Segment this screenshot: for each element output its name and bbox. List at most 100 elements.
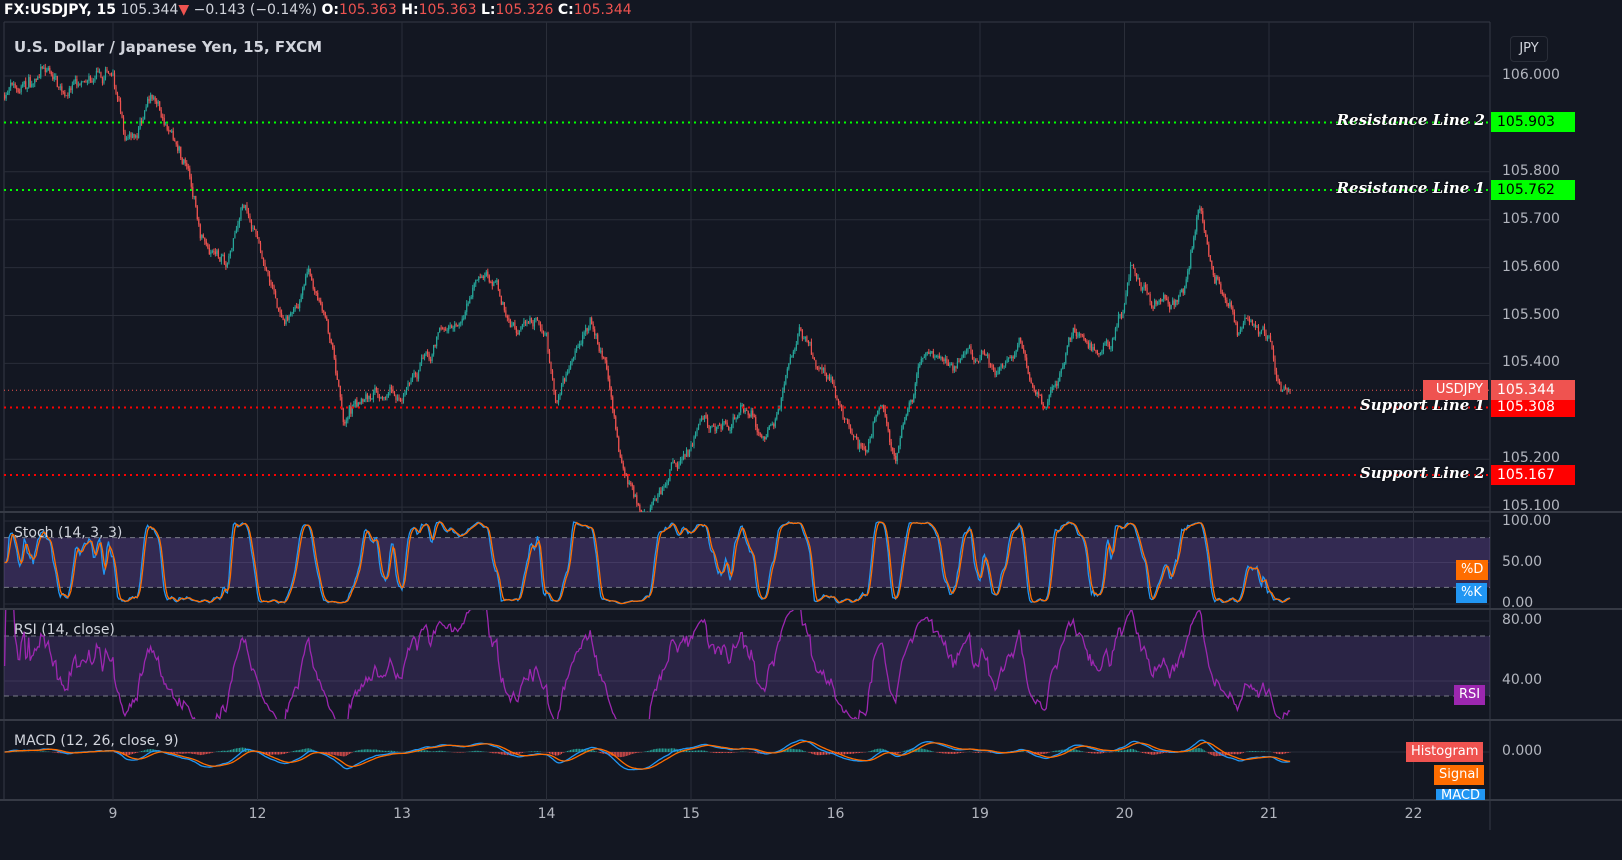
candle: [569, 360, 572, 370]
candle-body: [783, 384, 785, 391]
candle: [860, 442, 862, 449]
candle: [559, 392, 561, 400]
candle: [67, 92, 69, 99]
candle: [470, 294, 472, 300]
candle-body: [589, 318, 591, 329]
candle-body: [1256, 326, 1258, 328]
candle-body: [74, 79, 76, 81]
candle: [837, 398, 840, 406]
candle: [22, 81, 24, 88]
candle: [821, 364, 823, 374]
candle-body: [965, 351, 968, 354]
candle-body: [493, 282, 495, 286]
candle: [118, 95, 120, 102]
candle: [887, 421, 889, 433]
candle-body: [917, 366, 919, 375]
time-axis-label: 15: [682, 806, 700, 822]
candle: [404, 390, 406, 397]
candle-body: [305, 276, 307, 285]
candle-body: [1066, 345, 1068, 354]
candle: [761, 433, 763, 439]
candle: [162, 113, 164, 121]
candle: [1172, 297, 1174, 305]
candle: [321, 301, 323, 314]
currency-button[interactable]: JPY: [1510, 36, 1548, 62]
candle: [500, 295, 502, 306]
candle-body: [577, 346, 579, 348]
candle: [955, 365, 957, 372]
candle-body: [609, 379, 611, 388]
candle: [168, 126, 170, 135]
candle: [1074, 324, 1076, 333]
candle: [1014, 351, 1016, 359]
candle: [731, 423, 733, 434]
candle: [1232, 305, 1234, 315]
candle: [17, 87, 19, 94]
candle: [1220, 281, 1222, 294]
candle-body: [521, 324, 524, 327]
candle-body: [342, 408, 344, 422]
candle: [216, 249, 218, 257]
candle-body: [1187, 271, 1189, 280]
candle: [643, 508, 645, 512]
candle-body: [210, 252, 212, 255]
candle: [217, 248, 219, 259]
macd-title: MACD (12, 26, close, 9): [14, 733, 179, 749]
candle: [1026, 354, 1028, 369]
candle-body: [59, 86, 61, 88]
candle: [950, 362, 953, 366]
candle: [101, 76, 104, 86]
candle-body: [451, 325, 453, 329]
candle: [824, 364, 826, 377]
candle: [810, 338, 813, 355]
candle-body: [663, 487, 665, 489]
candle-body: [538, 320, 540, 325]
candle-body: [217, 250, 219, 258]
candle-body: [833, 381, 835, 387]
candle-body: [1253, 324, 1255, 326]
candle: [323, 309, 325, 316]
candle: [905, 413, 907, 421]
candle: [1247, 315, 1249, 321]
candle-body: [935, 355, 937, 357]
candle-body: [133, 134, 135, 138]
candle: [892, 447, 894, 455]
candle-body: [916, 374, 918, 384]
candle: [1163, 292, 1165, 303]
candle-body: [445, 329, 447, 331]
candle: [1087, 340, 1089, 350]
candle-body: [485, 271, 487, 277]
candle: [53, 73, 55, 82]
candle-body: [1081, 334, 1083, 336]
candle: [10, 79, 12, 91]
candle: [703, 415, 706, 423]
candle: [749, 413, 751, 419]
candle: [326, 315, 328, 321]
candle: [666, 479, 668, 489]
candle-body: [386, 395, 388, 398]
candle-body: [186, 162, 188, 167]
candle-body: [154, 97, 156, 102]
candle: [1259, 331, 1261, 337]
candle-body: [1163, 294, 1165, 300]
candle: [747, 410, 749, 419]
candle: [127, 134, 129, 141]
candle: [807, 340, 810, 347]
candle: [669, 469, 671, 482]
candle-body: [190, 176, 192, 187]
candle: [1032, 382, 1034, 389]
candle: [600, 347, 602, 354]
candle-body: [258, 238, 260, 244]
candle-body: [780, 397, 782, 408]
candle-body: [384, 397, 387, 399]
candle: [1188, 265, 1190, 275]
candle: [964, 350, 966, 358]
candle: [890, 438, 892, 452]
candle-body: [362, 398, 364, 402]
candle-body: [767, 429, 769, 437]
candle-body: [731, 424, 733, 430]
candle: [309, 268, 311, 277]
candle: [414, 371, 417, 378]
rsi-line: [3, 610, 1291, 719]
